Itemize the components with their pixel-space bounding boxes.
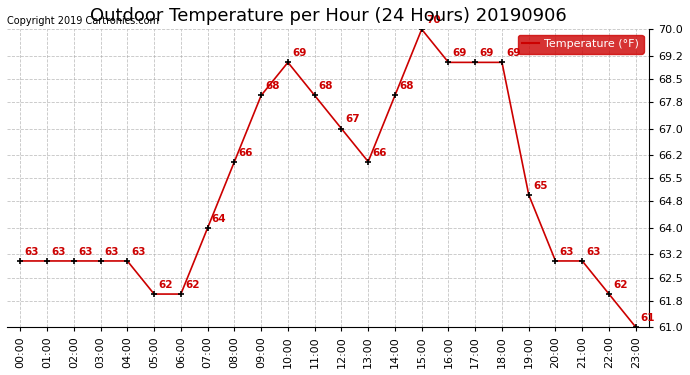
Text: 69: 69 (453, 48, 467, 58)
Text: Copyright 2019 Cartronics.com: Copyright 2019 Cartronics.com (7, 16, 159, 26)
Text: 69: 69 (506, 48, 520, 58)
Text: 68: 68 (266, 81, 280, 91)
Text: 63: 63 (24, 247, 39, 257)
Text: 61: 61 (640, 313, 654, 323)
Title: Outdoor Temperature per Hour (24 Hours) 20190906: Outdoor Temperature per Hour (24 Hours) … (90, 7, 566, 25)
Text: 63: 63 (51, 247, 66, 257)
Text: 66: 66 (239, 147, 253, 158)
Text: 64: 64 (212, 214, 226, 224)
Text: 63: 63 (132, 247, 146, 257)
Text: 65: 65 (533, 181, 547, 190)
Text: 69: 69 (292, 48, 306, 58)
Text: 70: 70 (426, 15, 440, 25)
Text: 67: 67 (346, 114, 360, 125)
Text: 63: 63 (105, 247, 119, 257)
Text: 63: 63 (560, 247, 574, 257)
Text: 62: 62 (158, 280, 172, 290)
Text: 62: 62 (185, 280, 199, 290)
Text: 62: 62 (613, 280, 628, 290)
Legend: Temperature (°F): Temperature (°F) (518, 35, 644, 54)
Text: 63: 63 (586, 247, 601, 257)
Text: 68: 68 (319, 81, 333, 91)
Text: 69: 69 (480, 48, 494, 58)
Text: 68: 68 (399, 81, 413, 91)
Text: 66: 66 (373, 147, 387, 158)
Text: 63: 63 (78, 247, 92, 257)
